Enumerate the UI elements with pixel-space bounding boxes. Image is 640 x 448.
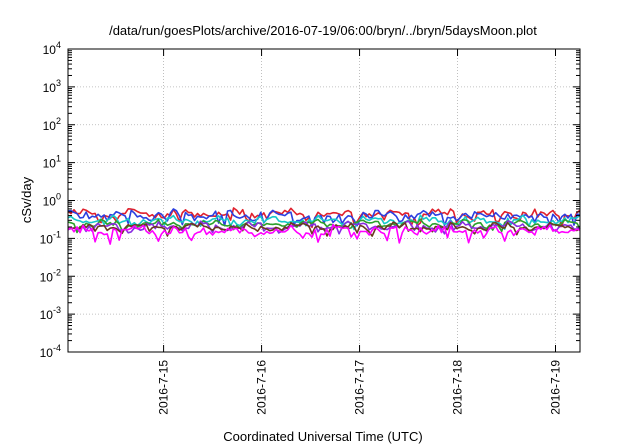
series-lines [67, 207, 581, 245]
y-tick-labels: 104 103 102 101 100 10-1 10-2 10-3 10-4 [40, 40, 61, 360]
series-line [67, 207, 581, 229]
x-tick-labels: 2016-7-15 2016-7-16 2016-7-17 2016-7-18 2016… [157, 360, 563, 415]
y-tick-label: 10-4 [40, 343, 61, 360]
y-tick-label: 100 [43, 192, 61, 209]
series-line [67, 214, 581, 231]
y-tick-label: 10-2 [40, 267, 61, 284]
x-tick-label: 2016-7-16 [255, 360, 269, 415]
axis-ticks [68, 48, 580, 353]
series-line [67, 223, 581, 245]
grid-lines [68, 49, 580, 352]
y-tick-label: 104 [43, 40, 61, 57]
x-axis-label: Coordinated Universal Time (UTC) [223, 429, 422, 444]
y-tick-label: 103 [43, 78, 61, 95]
series-line [67, 221, 581, 237]
x-tick-label: 2016-7-15 [157, 360, 171, 415]
y-tick-label: 10-3 [40, 305, 61, 322]
x-tick-label: 2016-7-18 [451, 360, 465, 415]
chart-title: /data/run/goesPlots/archive/2016-07-19/0… [109, 23, 537, 38]
x-tick-label: 2016-7-17 [353, 360, 367, 415]
y-tick-label: 101 [43, 154, 61, 171]
y-axis-label: cSv/day [19, 176, 34, 223]
y-tick-label: 102 [43, 116, 61, 133]
x-tick-label: 2016-7-19 [549, 360, 563, 415]
y-tick-label: 10-1 [40, 229, 61, 246]
